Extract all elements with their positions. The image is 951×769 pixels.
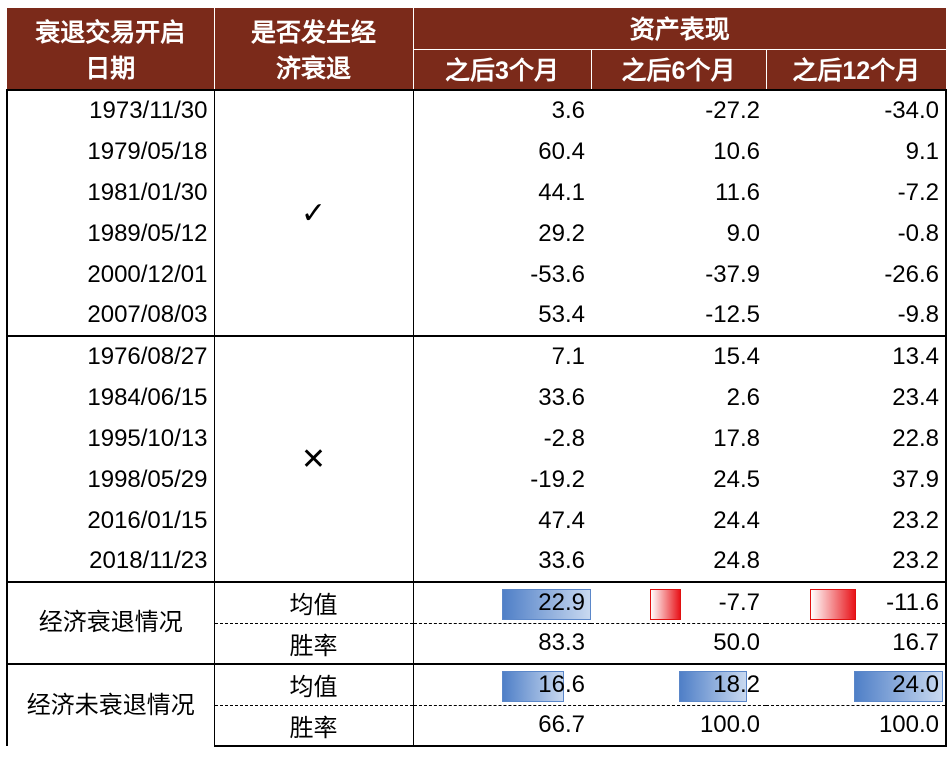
value-cell: -34.0 <box>766 89 948 131</box>
value-cell: -27.2 <box>591 89 766 131</box>
data-bar <box>809 589 856 620</box>
value-cell: -19.2 <box>530 465 585 493</box>
header-text: 日期 <box>85 54 136 83</box>
value-cell: 50.0 <box>591 622 766 664</box>
data-bar <box>501 589 591 620</box>
value-cell: 24.5 <box>713 465 760 493</box>
header-cell: 资产表现 <box>412 8 947 50</box>
value-cell: 23.2 <box>766 500 948 541</box>
metric-cell: 胜率 <box>214 622 414 664</box>
value-cell: 9.1 <box>766 131 948 172</box>
table: 衰退交易开启 日期 是否发生经 济衰退 资产表现 之后3个月 之后6个月 之后12个月 1973… <box>6 8 948 747</box>
value-text: 16.6 <box>538 670 585 698</box>
value-cell: 16.7 <box>766 622 948 664</box>
value-text: -7.7 <box>718 588 760 616</box>
date-cell: 2016/01/15 <box>6 500 215 541</box>
value-cell: 15.4 <box>591 335 766 377</box>
value-text: 100.0 <box>878 711 940 739</box>
value-cell: 37.9 <box>766 459 948 500</box>
date-cell: 2018/11/23 <box>6 541 215 582</box>
header-text: 衰退交易开启 <box>35 18 186 47</box>
value-cell: -7.2 <box>766 172 948 213</box>
value-text: 16.7 <box>892 629 940 657</box>
value-text: -11.6 <box>886 588 940 616</box>
date-cell: 1979/05/18 <box>6 131 215 172</box>
value-cell: 83.3 <box>413 622 591 664</box>
value-cell: 11.6 <box>715 178 760 206</box>
recession-mark: ✕ <box>214 335 414 582</box>
metric-cell: 均值 <box>214 581 414 623</box>
value-cell: -0.8 <box>766 213 948 254</box>
value-cell: -26.6 <box>766 254 948 295</box>
data-bar <box>854 671 943 702</box>
value-cell: 33.6 <box>538 383 585 411</box>
value-cell: 24.8 <box>713 547 760 574</box>
date-cell: 1995/10/13 <box>6 418 215 459</box>
value-cell: 29.2 <box>538 219 585 247</box>
value-text: 50.0 <box>713 629 760 657</box>
value-cell: 47.4 <box>538 506 585 534</box>
value-cell: -37.9 <box>705 260 760 288</box>
header-cell: 之后3个月 <box>412 49 591 90</box>
value-cell: 53.4 <box>538 301 585 328</box>
value-cell: 24.0 <box>766 663 948 705</box>
value-text: 100.0 <box>699 711 760 739</box>
value-text: 22.9 <box>538 588 585 616</box>
date-cell: 1998/05/29 <box>6 459 215 500</box>
summary-label: 经济衰退情况 <box>6 581 215 664</box>
metric-cell: 均值 <box>214 663 414 705</box>
data-bar <box>679 671 747 702</box>
header-text: 是否发生经 <box>250 18 376 47</box>
recession-mark: ✓ <box>214 89 414 336</box>
value-cell: 2.6 <box>726 383 760 411</box>
header-cell: 之后12个月 <box>765 49 947 90</box>
value-cell: 13.4 <box>766 335 948 377</box>
value-cell: 9.0 <box>726 219 760 247</box>
value-cell: 100.0 <box>766 704 948 747</box>
header-cell: 衰退交易开启 日期 <box>7 8 214 90</box>
date-cell: 2007/08/03 <box>6 295 215 336</box>
value-text: 66.7 <box>538 711 585 739</box>
header-cell: 之后6个月 <box>590 49 766 90</box>
data-bar <box>649 589 681 620</box>
value-cell: 44.1 <box>538 178 585 206</box>
value-cell: 7.1 <box>413 335 591 377</box>
value-cell: -2.8 <box>543 424 585 452</box>
header-cell: 是否发生经 济衰退 <box>213 8 413 90</box>
value-cell: 22.9 <box>413 581 591 623</box>
value-cell: 60.4 <box>538 137 585 165</box>
value-cell: 23.2 <box>766 541 948 582</box>
summary-label: 经济未衰退情况 <box>6 663 215 746</box>
value-text: 24.0 <box>892 670 940 698</box>
value-cell: -53.6 <box>530 260 585 288</box>
date-cell: 1984/06/15 <box>6 377 215 418</box>
value-cell: 10.6 <box>713 137 760 165</box>
value-cell: 22.8 <box>766 418 948 459</box>
value-cell: 17.8 <box>713 424 760 452</box>
date-cell: 1976/08/27 <box>6 335 215 377</box>
value-cell: 33.6 <box>538 547 585 574</box>
value-cell: 16.6 <box>413 663 591 705</box>
metric-cell: 胜率 <box>214 704 414 747</box>
date-cell: 1973/11/30 <box>6 89 215 131</box>
value-cell: -11.6 <box>766 581 948 623</box>
value-cell: -9.8 <box>766 295 948 336</box>
data-bar <box>501 671 564 702</box>
value-cell: 24.4 <box>713 506 760 534</box>
value-text: 83.3 <box>538 629 585 657</box>
value-text: 18.2 <box>713 670 760 698</box>
value-cell: 66.7 <box>413 704 591 747</box>
value-cell: -7.7 <box>591 581 766 623</box>
date-cell: 1989/05/12 <box>6 213 215 254</box>
value-cell: 3.6 <box>413 89 591 131</box>
date-cell: 1981/01/30 <box>6 172 215 213</box>
value-cell: 18.2 <box>591 663 766 705</box>
value-cell: 100.0 <box>591 704 766 747</box>
value-cell: -12.5 <box>705 301 760 328</box>
header-text: 济衰退 <box>275 54 351 83</box>
date-cell: 2000/12/01 <box>6 254 215 295</box>
value-cell: 23.4 <box>766 377 948 418</box>
